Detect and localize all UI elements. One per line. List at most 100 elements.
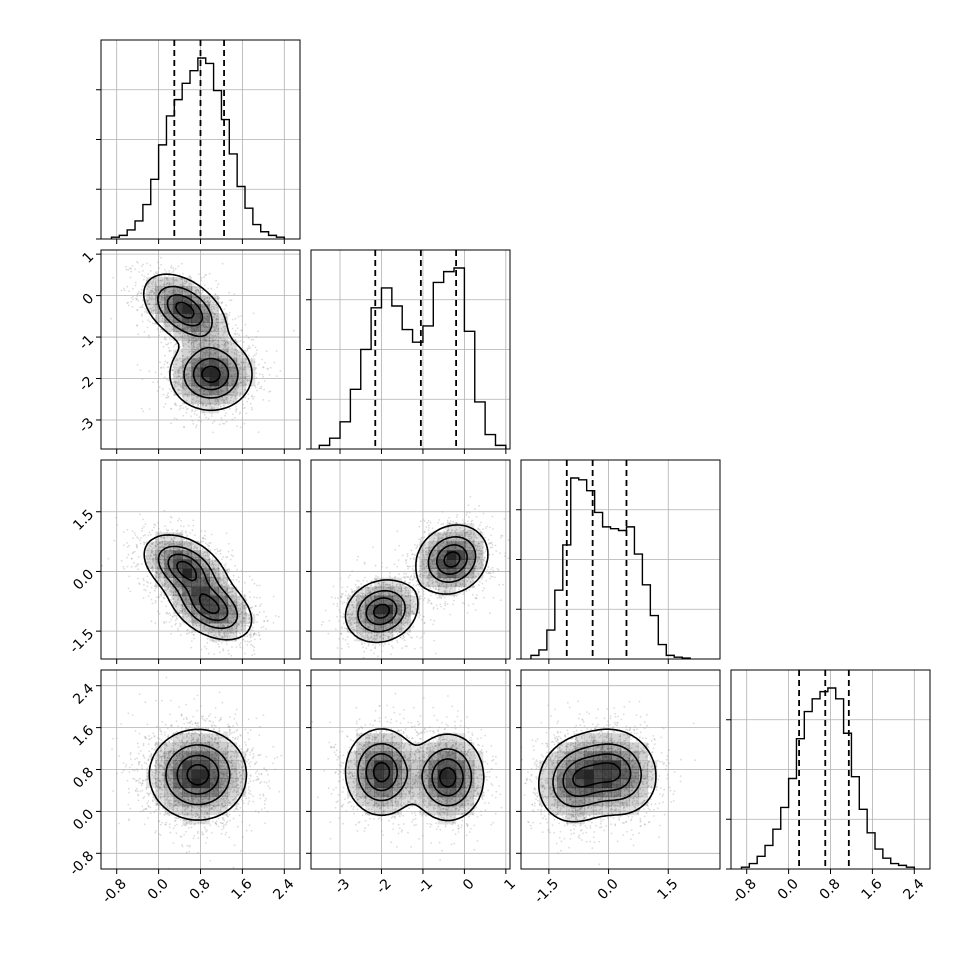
scatter-point [148, 535, 150, 537]
scatter-point [175, 268, 177, 270]
scatter-point [253, 355, 255, 357]
scatter-point [140, 369, 142, 371]
scatter-point [228, 314, 230, 316]
scatter-point [203, 276, 205, 278]
scatter-point [130, 277, 132, 279]
scatter-point [171, 529, 173, 531]
histogram-panel-1 [306, 250, 510, 449]
scatter-point [150, 534, 152, 536]
scatter-point [127, 529, 129, 531]
scatter-point [136, 325, 138, 327]
scatter-point [249, 347, 251, 349]
scatter-point [192, 525, 194, 527]
density-cell [210, 331, 220, 341]
scatter-point [167, 397, 169, 399]
scatter-point [244, 582, 246, 584]
scatter-point [246, 401, 248, 403]
scatter-point [261, 359, 263, 361]
scatter-point [134, 268, 136, 270]
scatter-point [192, 519, 194, 521]
scatter-point [155, 602, 157, 604]
scatter-point [149, 408, 151, 410]
scatter-point [236, 425, 238, 427]
scatter-point [134, 551, 136, 553]
histogram-panel-3 [726, 670, 930, 869]
scatter-point [124, 289, 126, 291]
scatter-point [201, 649, 203, 651]
scatter-point [138, 291, 140, 293]
scatter-point [158, 267, 160, 269]
scatter-point [138, 271, 140, 273]
scatter-point [189, 532, 191, 534]
scatter-point [209, 273, 211, 275]
scatter-point [202, 541, 204, 543]
scatter-point [147, 327, 149, 329]
density-cell [155, 295, 165, 305]
scatter-point [180, 520, 182, 522]
scatter-panel-1-0 [92, 250, 301, 449]
scatter-point [232, 555, 234, 557]
scatter-point [137, 578, 139, 580]
scatter-point [200, 530, 202, 532]
histogram-panel-2 [516, 460, 720, 659]
scatter-point [147, 273, 149, 275]
scatter-point [222, 423, 224, 425]
scatter-point [207, 288, 209, 290]
scatter-point [192, 423, 194, 425]
scatter-point [264, 362, 266, 364]
scatter-point [234, 417, 236, 419]
scatter-point [131, 297, 133, 299]
scatter-point [131, 566, 133, 568]
scatter-point [235, 411, 237, 413]
scatter-point [276, 350, 278, 352]
scatter-point [146, 581, 148, 583]
scatter-point [225, 566, 227, 568]
scatter-point [162, 388, 164, 390]
scatter-point [262, 366, 264, 368]
scatter-point [165, 339, 167, 341]
scatter-point [251, 395, 253, 397]
scatter-point [143, 579, 145, 581]
scatter-point [175, 623, 177, 625]
scatter-point [265, 616, 267, 618]
scatter-point [171, 517, 173, 519]
scatter-point [138, 564, 140, 566]
scatter-point [175, 404, 177, 406]
scatter-point [258, 635, 260, 637]
density-cell [191, 340, 201, 350]
density-cell [210, 404, 220, 414]
scatter-point [137, 262, 139, 264]
scatter-point [248, 398, 250, 400]
scatter-point [153, 273, 155, 275]
scatter-point [257, 383, 259, 385]
scatter-point [135, 282, 137, 284]
scatter-point [132, 288, 134, 290]
scatter-point [165, 271, 167, 273]
scatter-point [179, 405, 181, 407]
scatter-point [132, 265, 134, 267]
scatter-point [221, 558, 223, 560]
scatter-point [157, 328, 159, 330]
scatter-point [219, 651, 221, 653]
scatter-point [143, 597, 145, 599]
scatter-point [159, 386, 161, 388]
scatter-point [239, 334, 241, 336]
scatter-point [126, 302, 128, 304]
scatter-point [225, 563, 227, 565]
scatter-point [142, 304, 144, 306]
scatter-point [233, 293, 235, 295]
scatter-point [237, 327, 239, 329]
scatter-point [193, 634, 195, 636]
scatter-point [137, 568, 139, 570]
scatter-point [251, 612, 253, 614]
scatter-point [142, 321, 144, 323]
scatter-point [240, 340, 242, 342]
scatter-point [164, 525, 166, 527]
scatter-point [146, 263, 148, 265]
scatter-point [217, 283, 219, 285]
scatter-point [172, 271, 174, 273]
histogram-step-line [741, 688, 914, 869]
scatter-point [142, 519, 144, 521]
scatter-point [172, 267, 174, 269]
scatter-point [238, 316, 240, 318]
